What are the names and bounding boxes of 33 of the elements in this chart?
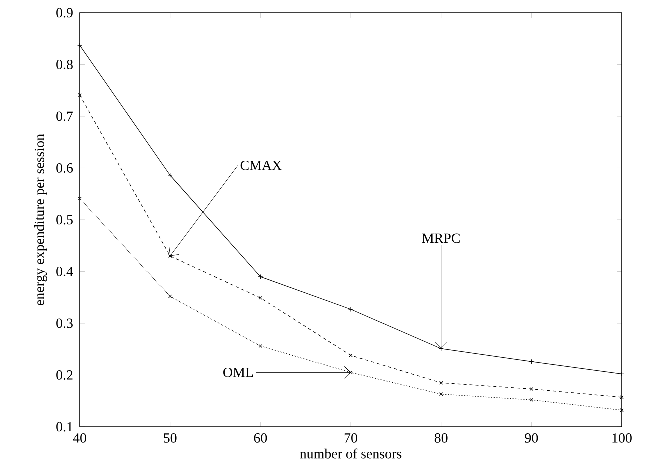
- y-tick-label: 0.1: [56, 422, 73, 432]
- point: [258, 344, 263, 348]
- point: [620, 408, 624, 412]
- y-tick-label: 0.6: [56, 164, 74, 173]
- x-tick-label: 100: [612, 434, 632, 443]
- y-tick-label: 0.9: [56, 8, 73, 18]
- y-axis-title: energy expenditure per session: [34, 134, 48, 306]
- x-axis-title: number of sensors: [300, 448, 402, 459]
- point: [168, 294, 172, 298]
- point: [530, 387, 534, 392]
- x-tick-label: 50: [164, 434, 177, 443]
- x-tick-label: 40: [73, 434, 86, 443]
- point: [78, 196, 82, 201]
- point: [349, 354, 353, 358]
- annotation: OML: [224, 368, 254, 378]
- annotation: CMAX: [240, 160, 282, 170]
- y-tick-label: 0.3: [56, 318, 73, 328]
- y-tick-label: 0.4: [56, 267, 74, 276]
- x-tick-label: 70: [344, 434, 358, 443]
- point: [439, 381, 444, 385]
- x-tick-label: 90: [525, 434, 538, 443]
- x-tick-label: 80: [434, 434, 448, 443]
- point: [348, 307, 354, 312]
- y-tick-label: 0.8: [56, 60, 73, 70]
- point: [168, 173, 173, 178]
- annotation: MRPC: [422, 234, 460, 244]
- y-tick-label: 0.7: [56, 112, 74, 122]
- x-tick-label: 60: [254, 434, 268, 443]
- y-tick-label: 0.5: [56, 215, 73, 225]
- point: [439, 392, 444, 396]
- point: [78, 93, 82, 98]
- y-tick-label: 0.2: [56, 370, 73, 380]
- point: [530, 398, 534, 402]
